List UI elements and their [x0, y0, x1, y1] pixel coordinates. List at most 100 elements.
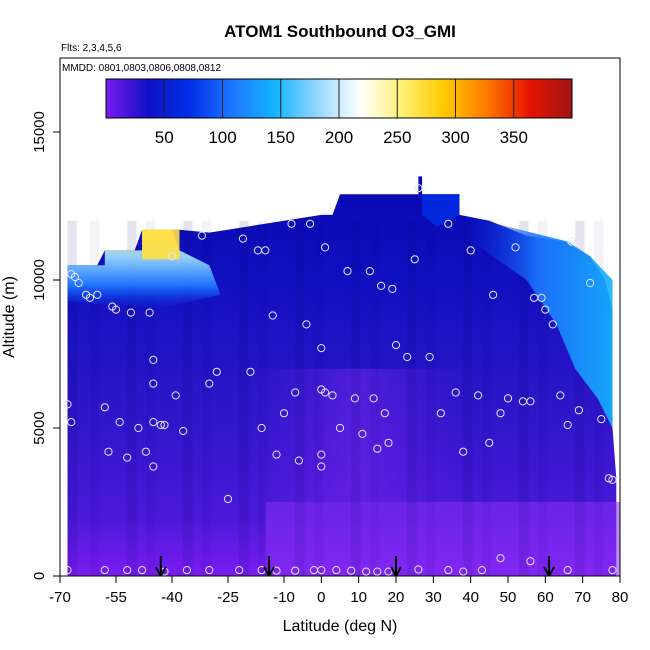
field-streak	[351, 220, 361, 576]
sample-point	[556, 391, 565, 400]
sample-point	[179, 426, 188, 436]
sample-point	[503, 394, 513, 403]
sample-point	[477, 566, 486, 575]
sample-point	[597, 415, 606, 424]
sample-point	[272, 450, 281, 459]
sample-point	[138, 566, 147, 575]
field-streak	[313, 220, 324, 576]
field-streak	[425, 220, 436, 576]
sample-point	[115, 418, 124, 427]
sample-point	[141, 447, 150, 456]
sample-point	[403, 352, 412, 362]
sample-point	[74, 278, 83, 288]
plot-frame	[59, 57, 621, 577]
y-tick-label: 5000	[31, 411, 48, 444]
flights-label: Flts: 2,3,4,5,6	[61, 43, 122, 54]
sample-point	[167, 252, 177, 261]
sample-point	[85, 293, 95, 302]
sample-point	[567, 237, 576, 246]
sample-point	[604, 474, 613, 483]
colorbar-tick-label: 50	[155, 128, 174, 147]
sample-point	[156, 420, 165, 430]
field-streak	[183, 220, 193, 576]
sample-point	[287, 219, 296, 228]
sample-point	[257, 423, 266, 433]
sample-point	[321, 388, 330, 397]
sample-point	[414, 565, 423, 574]
y-tick-label: 10000	[31, 259, 48, 301]
sample-point	[526, 397, 535, 406]
sample-point	[574, 406, 584, 415]
sample-point	[541, 305, 550, 314]
sample-point	[149, 418, 158, 427]
sample-point	[384, 438, 393, 447]
sample-point	[205, 379, 214, 388]
field-max-ozone	[142, 229, 180, 260]
sample-point	[459, 447, 468, 456]
colorbar-tick-label: 100	[208, 128, 236, 147]
sample-point	[104, 447, 113, 456]
x-tick-label: 30	[425, 589, 442, 606]
sample-point	[474, 391, 483, 400]
sample-point	[347, 566, 356, 575]
sample-point	[238, 234, 247, 243]
flight-arrow-head	[543, 566, 555, 576]
sample-point	[459, 567, 468, 576]
sample-point	[425, 352, 434, 362]
x-tick-label: -70	[49, 589, 71, 606]
flight-arrow-head	[154, 566, 167, 576]
sample-point	[182, 566, 191, 575]
colorbar: 50 100 150 200 250 300 350	[105, 78, 573, 147]
colorbar-tick-label: 150	[267, 128, 295, 147]
sample-point	[306, 219, 315, 228]
field-streak	[519, 220, 529, 576]
sample-point	[373, 444, 382, 453]
sample-point	[444, 566, 453, 575]
sample-point	[511, 243, 520, 252]
sample-point	[563, 566, 572, 575]
x-axis-label: Latitude (deg N)	[283, 618, 398, 635]
sample-point	[302, 320, 311, 329]
sample-point	[526, 557, 535, 566]
x-tick-label: 70	[574, 589, 591, 606]
field-streak	[67, 220, 77, 576]
colorbar-tick-label: 350	[500, 128, 528, 147]
sample-point	[205, 566, 214, 575]
colorbar-tick-label: 250	[383, 128, 411, 147]
field-streak	[407, 220, 417, 576]
sample-point	[489, 290, 498, 299]
sample-point	[246, 367, 255, 376]
y-axis-label: Altitude (m)	[1, 276, 18, 358]
sample-point	[496, 409, 505, 418]
sample-point	[466, 246, 475, 255]
y-tick-label: 0	[31, 572, 48, 580]
sample-point	[134, 423, 143, 433]
field-streak	[537, 220, 548, 576]
sample-point	[223, 494, 233, 504]
chart-title: ATOM1 Southbound O3_GMI	[224, 22, 456, 41]
x-tick-label: 40	[462, 589, 479, 606]
sample-point	[67, 418, 76, 427]
sample-point	[317, 462, 326, 471]
x-tick-label: 50	[500, 589, 517, 606]
sample-point	[111, 305, 121, 314]
sample-point	[123, 566, 132, 575]
x-tick-label: -40	[161, 589, 183, 606]
x-tick-label: -10	[273, 589, 295, 606]
sample-point	[291, 566, 300, 575]
sample-point	[377, 281, 386, 290]
sample-point	[485, 438, 494, 447]
y-tick-label: 15000	[31, 111, 48, 153]
field-high-ozone-south	[67, 229, 221, 310]
field-streak	[145, 220, 156, 576]
field-high-ozone-north	[463, 214, 613, 428]
sample-point	[212, 367, 221, 376]
sample-point	[369, 394, 378, 403]
x-tick-label: 10	[350, 589, 367, 606]
sample-point	[414, 184, 423, 193]
sample-point	[451, 388, 460, 397]
x-tick-label: 80	[612, 589, 629, 606]
sample-point	[496, 554, 505, 563]
sample-point	[380, 409, 389, 418]
field-streak	[481, 220, 492, 576]
